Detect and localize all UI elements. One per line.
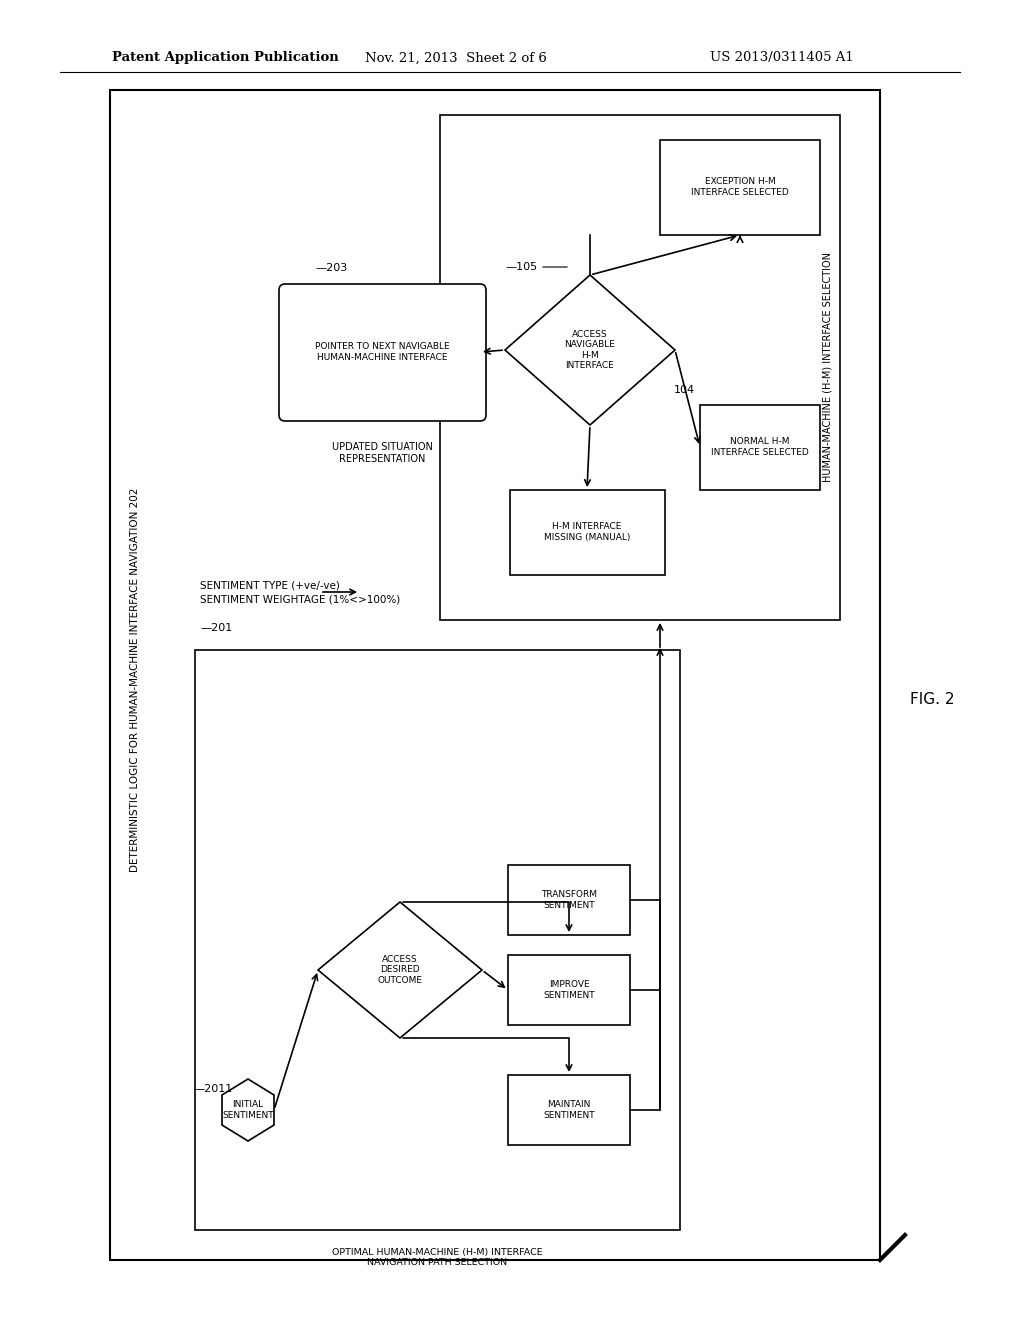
Text: Nov. 21, 2013  Sheet 2 of 6: Nov. 21, 2013 Sheet 2 of 6	[365, 51, 547, 65]
Text: US 2013/0311405 A1: US 2013/0311405 A1	[710, 51, 854, 65]
Bar	[440, 115, 840, 620]
Text: —201: —201	[200, 623, 232, 634]
Text: 104: 104	[674, 385, 695, 395]
Text: ACCESS
NAVIGABLE
H-M
INTERFACE: ACCESS NAVIGABLE H-M INTERFACE	[564, 330, 615, 370]
Bar	[508, 865, 630, 935]
Text: ACCESS
DESIRED
OUTCOME: ACCESS DESIRED OUTCOME	[378, 956, 423, 985]
Text: SENTIMENT WEIGHTAGE (1%<>100%): SENTIMENT WEIGHTAGE (1%<>100%)	[200, 595, 400, 605]
Bar	[508, 1074, 630, 1144]
Text: Patent Application Publication: Patent Application Publication	[112, 51, 339, 65]
Bar	[110, 90, 880, 1261]
Text: INITIAL
SENTIMENT: INITIAL SENTIMENT	[222, 1101, 273, 1119]
Text: —203: —203	[315, 263, 347, 273]
Text: TRANSFORM
SENTIMENT: TRANSFORM SENTIMENT	[541, 890, 597, 909]
Bar	[195, 649, 680, 1230]
Text: —105: —105	[506, 261, 538, 272]
Text: IMPROVE
SENTIMENT: IMPROVE SENTIMENT	[543, 981, 595, 999]
Bar	[510, 490, 665, 576]
Text: MAINTAIN
SENTIMENT: MAINTAIN SENTIMENT	[543, 1101, 595, 1119]
Text: HUMAN-MACHINE (H-M) INTERFACE SELECTION: HUMAN-MACHINE (H-M) INTERFACE SELECTION	[823, 252, 833, 482]
FancyBboxPatch shape	[279, 284, 486, 421]
Text: —2011: —2011	[193, 1084, 232, 1094]
Text: DETERMINISTIC LOGIC FOR HUMAN-MACHINE INTERFACE NAVIGATION 202: DETERMINISTIC LOGIC FOR HUMAN-MACHINE IN…	[130, 488, 140, 873]
Bar	[508, 954, 630, 1026]
Text: UPDATED SITUATION
REPRESENTATION: UPDATED SITUATION REPRESENTATION	[332, 442, 432, 463]
Text: H-M INTERFACE
MISSING (MANUAL): H-M INTERFACE MISSING (MANUAL)	[544, 523, 630, 541]
Text: EXCEPTION H-M
INTERFACE SELECTED: EXCEPTION H-M INTERFACE SELECTED	[691, 177, 788, 197]
Text: POINTER TO NEXT NAVIGABLE
HUMAN-MACHINE INTERFACE: POINTER TO NEXT NAVIGABLE HUMAN-MACHINE …	[314, 342, 450, 362]
Text: OPTIMAL HUMAN-MACHINE (H-M) INTERFACE
NAVIGATION PATH SELECTION: OPTIMAL HUMAN-MACHINE (H-M) INTERFACE NA…	[332, 1247, 543, 1267]
Text: FIG. 2: FIG. 2	[910, 693, 954, 708]
Text: NORMAL H-M
INTERFACE SELECTED: NORMAL H-M INTERFACE SELECTED	[711, 437, 809, 457]
Bar	[660, 140, 820, 235]
Bar	[700, 405, 820, 490]
Text: SENTIMENT TYPE (+ve/-ve): SENTIMENT TYPE (+ve/-ve)	[200, 579, 340, 590]
